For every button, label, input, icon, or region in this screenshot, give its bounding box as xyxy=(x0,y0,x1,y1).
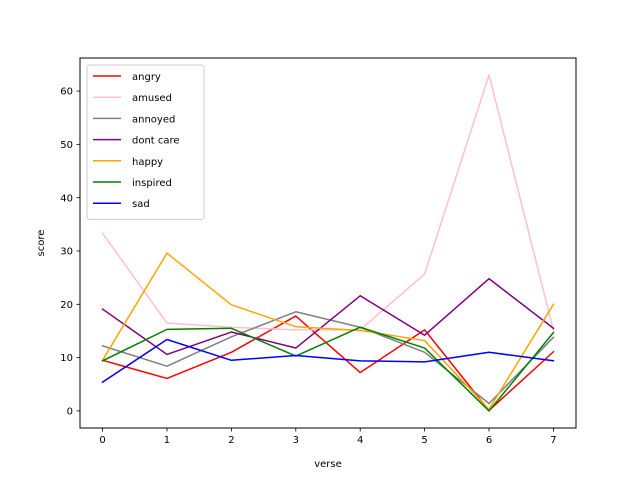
y-tick-label: 0 xyxy=(67,407,73,418)
x-axis-label: verse xyxy=(314,459,342,470)
legend-label-annoyed: annoyed xyxy=(132,114,175,125)
y-axis-ticks: 0 10 20 30 40 50 60 xyxy=(60,87,80,418)
y-axis-label: score xyxy=(36,230,47,257)
x-axis-ticks: 0 1 2 3 4 5 6 7 xyxy=(99,428,556,446)
legend-label-happy: happy xyxy=(132,157,163,168)
x-tick-label: 6 xyxy=(486,435,492,446)
x-tick-label: 7 xyxy=(550,435,556,446)
series-line-happy xyxy=(103,253,554,409)
legend-label-amused: amused xyxy=(132,93,172,104)
legend: angry amused annoyed dont care happy inspired… xyxy=(87,65,204,219)
legend-label-dont-care: dont care xyxy=(132,136,180,147)
y-tick-label: 50 xyxy=(60,140,73,151)
legend-label-angry: angry xyxy=(132,72,161,83)
x-tick-label: 2 xyxy=(228,435,234,446)
series-line-sad xyxy=(103,340,554,383)
x-tick-label: 3 xyxy=(293,435,299,446)
y-tick-label: 60 xyxy=(60,87,73,98)
legend-label-sad: sad xyxy=(132,199,150,210)
y-tick-label: 10 xyxy=(60,353,73,364)
x-tick-label: 1 xyxy=(164,435,170,446)
y-tick-label: 30 xyxy=(60,247,73,258)
legend-label-inspired: inspired xyxy=(132,178,172,189)
series-line-dont-care xyxy=(103,279,554,355)
y-tick-label: 20 xyxy=(60,300,73,311)
x-tick-label: 5 xyxy=(421,435,427,446)
x-tick-label: 0 xyxy=(99,435,105,446)
y-tick-label: 40 xyxy=(60,193,73,204)
x-tick-label: 4 xyxy=(357,435,363,446)
